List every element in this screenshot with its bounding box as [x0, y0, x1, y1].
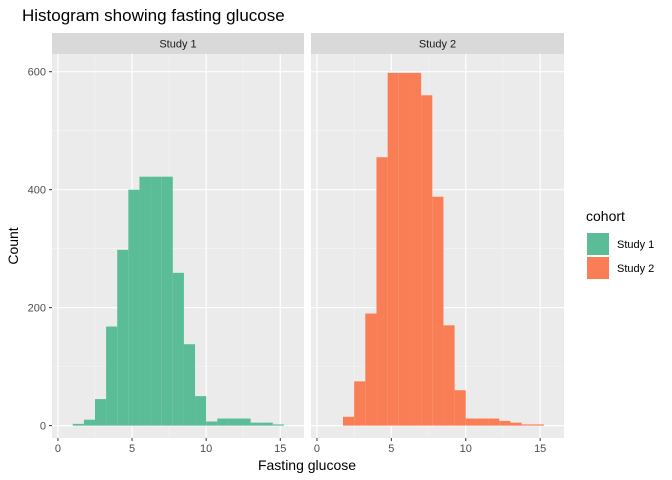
bar-study-2 — [398, 72, 410, 426]
y-tick-label: 600 — [28, 67, 46, 79]
x-tick-label: 10 — [200, 443, 212, 455]
bar-study-1 — [195, 396, 207, 426]
bar-study-1 — [94, 399, 107, 426]
bar-study-2 — [476, 418, 489, 426]
bar-study-1 — [206, 421, 218, 426]
y-axis-title: Count — [5, 227, 21, 264]
x-axis: 0 5 10 15 0 5 10 15 — [55, 438, 546, 455]
strip-study-2 — [311, 33, 564, 54]
legend-key-study-1 — [587, 233, 609, 255]
bar-study-2 — [465, 418, 477, 426]
strip-study-1 — [52, 33, 304, 54]
panel-study-2: Study 2 — [311, 33, 564, 438]
bar-study-2 — [365, 313, 377, 426]
bar-study-2 — [510, 422, 522, 426]
x-tick-label: 15 — [274, 443, 286, 455]
strip-label-study-1: Study 1 — [159, 39, 196, 51]
x-tick-label: 0 — [314, 443, 320, 455]
y-tick-label: 0 — [40, 421, 46, 433]
bar-study-2 — [432, 196, 444, 426]
bar-study-2 — [342, 416, 355, 426]
x-tick-label: 10 — [460, 443, 472, 455]
bar-study-1 — [117, 249, 129, 426]
legend-label-study-2: Study 2 — [617, 263, 654, 275]
bar-study-1 — [161, 176, 173, 426]
legend-entries: Study 1 Study 2 — [587, 233, 654, 279]
bar-study-1 — [261, 422, 273, 426]
bar-study-2 — [488, 418, 500, 426]
y-tick-label: 400 — [28, 185, 46, 197]
bar-study-1 — [72, 423, 84, 426]
bar-study-2 — [454, 390, 466, 426]
legend-label-study-1: Study 1 — [617, 239, 654, 251]
y-axis: 0 200 400 600 — [28, 67, 52, 433]
x-tick-label: 15 — [534, 443, 546, 455]
chart-title: Histogram showing fasting glucose — [22, 6, 285, 25]
bar-study-1 — [172, 272, 184, 426]
legend-title: cohort — [586, 208, 625, 224]
bar-study-2 — [443, 325, 455, 426]
bar-study-1 — [272, 424, 284, 426]
x-tick-label: 5 — [388, 443, 394, 455]
panel-study-1: Study 1 — [52, 33, 304, 438]
bar-study-2 — [387, 72, 399, 426]
bar-study-2 — [499, 420, 511, 426]
bar-study-1 — [250, 422, 262, 426]
bars-study-2 — [342, 72, 544, 426]
bar-study-1 — [217, 418, 229, 426]
bar-study-1 — [83, 419, 95, 426]
bar-study-1 — [150, 176, 162, 426]
bar-study-1 — [106, 326, 118, 426]
legend: cohort Study 1 Study 2 — [586, 208, 654, 279]
bars-study-1 — [72, 176, 284, 426]
bar-study-1 — [128, 189, 140, 426]
bar-study-1 — [139, 176, 151, 426]
bar-study-2 — [409, 72, 422, 426]
bar-study-1 — [239, 418, 251, 426]
legend-key-study-2 — [587, 257, 609, 279]
x-axis-title: Fasting glucose — [258, 457, 356, 473]
bar-study-2 — [376, 157, 388, 426]
bar-study-1 — [228, 418, 240, 426]
x-tick-label: 5 — [129, 443, 135, 455]
bar-study-1 — [183, 344, 196, 426]
x-tick-label: 0 — [55, 443, 61, 455]
bar-study-2 — [421, 95, 433, 426]
bar-study-2 — [521, 424, 533, 426]
bar-study-2 — [532, 424, 544, 426]
y-tick-label: 200 — [28, 303, 46, 315]
bar-study-2 — [354, 381, 366, 426]
strip-label-study-2: Study 2 — [419, 39, 456, 51]
